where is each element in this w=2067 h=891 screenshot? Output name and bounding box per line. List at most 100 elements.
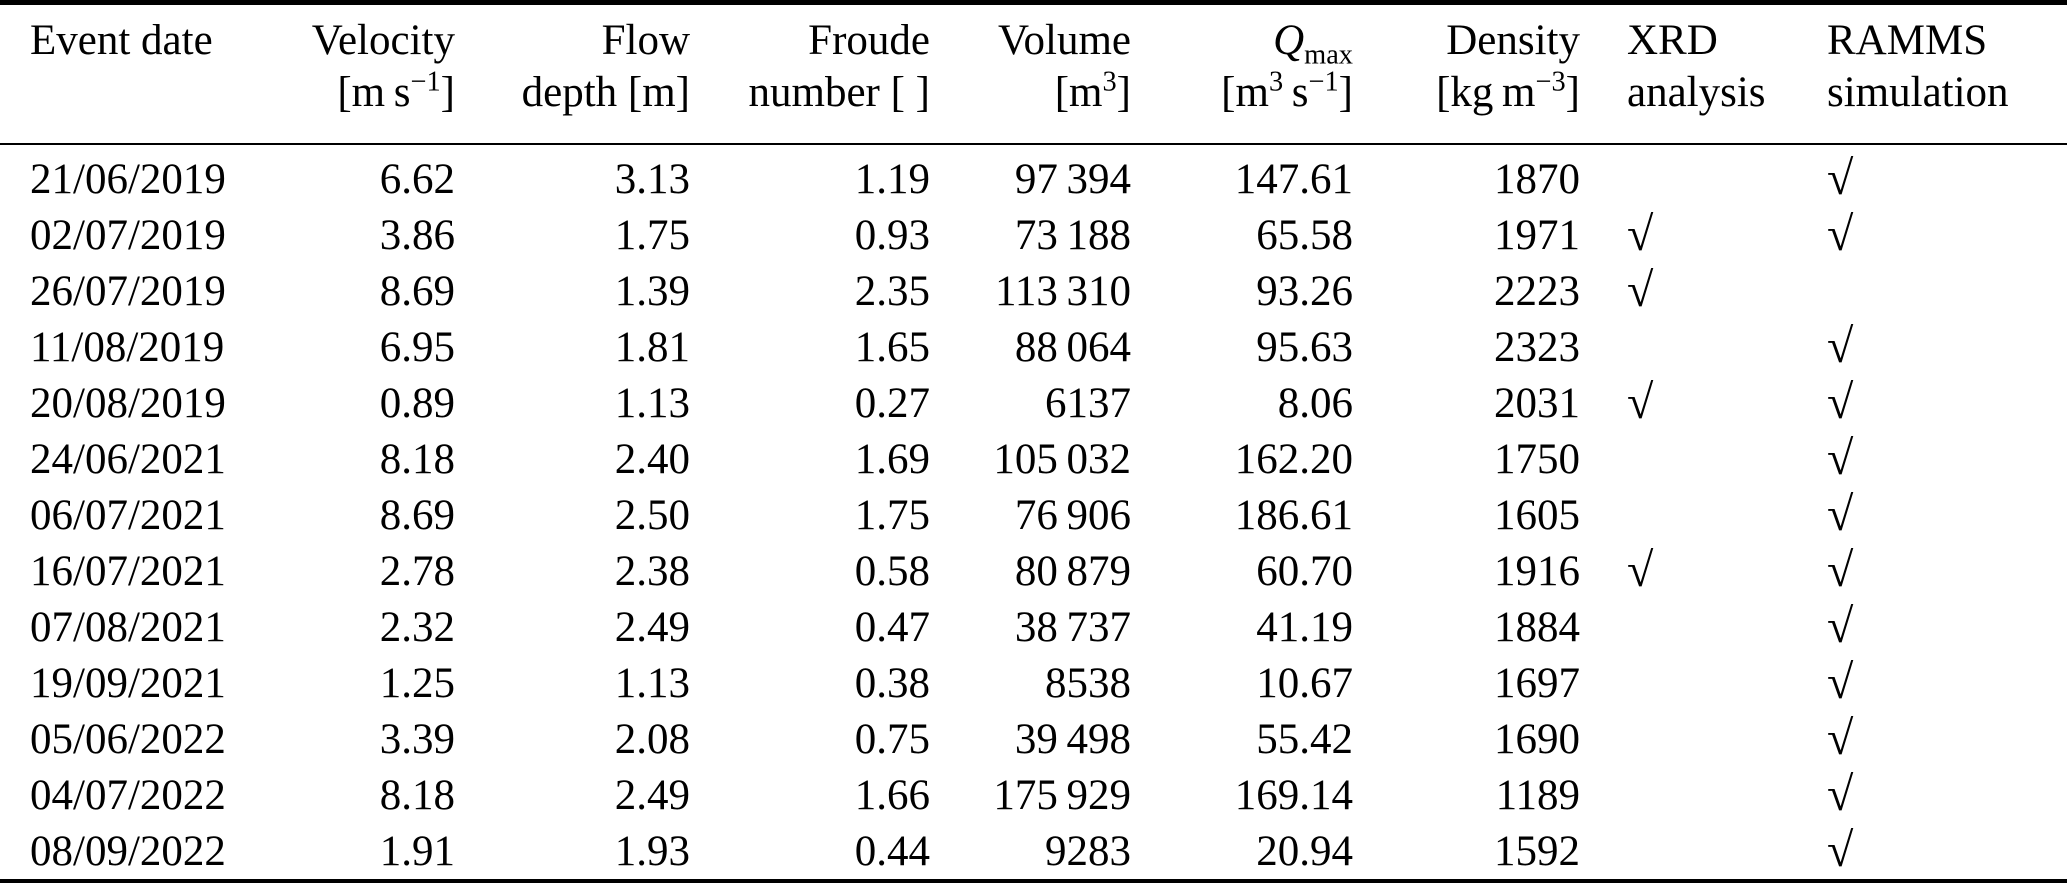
event-date-cell: 26/07/2019 xyxy=(30,267,226,315)
xrd-check-cell xyxy=(1580,144,1780,207)
volume-cell: 76 906 xyxy=(1014,491,1131,539)
xrd-check-cell xyxy=(1580,655,1780,711)
xrd-check-cell xyxy=(1580,431,1780,487)
volume-unit: [m3] xyxy=(1054,66,1131,116)
ramms-check-cell: √ xyxy=(1780,823,2067,881)
froude-number-cell: 1.75 xyxy=(854,491,930,539)
header-row: Event date Velocity [m s−1] Flow depth [… xyxy=(0,3,2067,145)
qmax-cell: 60.70 xyxy=(1256,547,1353,595)
col-header-volume: Volume [m3] xyxy=(930,3,1131,145)
froude-number-cell: 1.65 xyxy=(854,323,930,371)
velocity-cell: 2.32 xyxy=(379,603,455,651)
table-row: 21/06/2019 6.62 3.13 1.19 97 394 147.61 1870 √ xyxy=(0,144,2067,207)
velocity-cell: 1.25 xyxy=(379,659,455,707)
col-header-xrd: XRD analysis xyxy=(1580,3,1780,145)
checkmark-icon: √ xyxy=(1827,376,1854,429)
checkmark-icon: √ xyxy=(1827,488,1854,541)
qmax-cell: 186.61 xyxy=(1234,491,1353,539)
qmax-cell: 10.67 xyxy=(1256,659,1353,707)
table-row: 19/09/2021 1.25 1.13 0.38 8538 10.67 1697 √ xyxy=(0,655,2067,711)
velocity-cell: 0.89 xyxy=(379,379,455,427)
froude-number-cell: 0.75 xyxy=(854,715,930,763)
flow-depth-cell: 1.93 xyxy=(614,827,690,875)
col-header-froude: Froude number [ ] xyxy=(690,3,931,145)
event-date-cell: 05/06/2022 xyxy=(30,715,226,763)
checkmark-icon: √ xyxy=(1827,544,1854,597)
qmax-cell: 162.20 xyxy=(1234,435,1353,483)
xrd-label-line1: XRD xyxy=(1627,17,1718,64)
event-date-cell: 02/07/2019 xyxy=(30,211,226,259)
col-header-ramms: RAMMS simulation xyxy=(1780,3,2067,145)
table-row: 07/08/2021 2.32 2.49 0.47 38 737 41.19 1884 √ xyxy=(0,599,2067,655)
flow-depth-cell: 2.50 xyxy=(614,491,690,539)
volume-cell: 80 879 xyxy=(1014,547,1131,595)
xrd-check-cell xyxy=(1580,823,1780,881)
qmax-cell: 65.58 xyxy=(1256,211,1353,259)
event-date-cell: 07/08/2021 xyxy=(30,603,226,651)
qmax-cell: 41.19 xyxy=(1256,603,1353,651)
xrd-check-cell xyxy=(1580,711,1780,767)
density-cell: 1605 xyxy=(1494,491,1580,539)
checkmark-icon: √ xyxy=(1827,208,1854,261)
ramms-check-cell: √ xyxy=(1780,144,2067,207)
flow-depth-label-line1: Flow xyxy=(601,17,690,64)
checkmark-icon: √ xyxy=(1627,544,1654,597)
volume-cell: 38 737 xyxy=(1014,603,1131,651)
froude-number-cell: 0.58 xyxy=(854,547,930,595)
event-date-cell: 04/07/2022 xyxy=(30,771,226,819)
flow-depth-cell: 1.81 xyxy=(614,323,690,371)
flow-depth-cell: 1.13 xyxy=(614,379,690,427)
checkmark-icon: √ xyxy=(1827,320,1854,373)
ramms-check-cell: √ xyxy=(1780,431,2067,487)
velocity-label: Velocity xyxy=(311,17,455,64)
checkmark-icon: √ xyxy=(1827,600,1854,653)
volume-cell: 6137 xyxy=(1045,379,1131,427)
qmax-cell: 93.26 xyxy=(1256,267,1353,315)
flow-depth-cell: 1.13 xyxy=(614,659,690,707)
volume-cell: 175 929 xyxy=(993,771,1131,819)
velocity-cell: 8.69 xyxy=(379,267,455,315)
volume-cell: 88 064 xyxy=(1014,323,1131,371)
ramms-check-cell: √ xyxy=(1780,375,2067,431)
table-row: 24/06/2021 8.18 2.40 1.69 105 032 162.20 1750 √ xyxy=(0,431,2067,487)
volume-cell: 97 394 xyxy=(1014,155,1131,203)
event-date-cell: 16/07/2021 xyxy=(30,547,226,595)
table-body: 21/06/2019 6.62 3.13 1.19 97 394 147.61 1870 √ 0… xyxy=(0,144,2067,881)
ramms-check-cell: √ xyxy=(1780,543,2067,599)
froude-number-cell: 0.47 xyxy=(854,603,930,651)
velocity-cell: 8.18 xyxy=(379,771,455,819)
ramms-check-cell: √ xyxy=(1780,599,2067,655)
event-date-cell: 19/09/2021 xyxy=(30,659,226,707)
col-header-qmax: Qmax [m3 s−1] xyxy=(1131,3,1353,145)
col-header-event-date: Event date xyxy=(0,3,280,145)
table-row: 02/07/2019 3.86 1.75 0.93 73 188 65.58 1971 √ √ xyxy=(0,207,2067,263)
event-date-cell: 20/08/2019 xyxy=(30,379,226,427)
event-date-unit xyxy=(30,67,280,119)
flow-depth-cell: 1.75 xyxy=(614,211,690,259)
col-header-velocity: Velocity [m s−1] xyxy=(280,3,455,145)
volume-label: Volume xyxy=(998,17,1131,64)
event-date-label: Event date xyxy=(30,17,213,64)
checkmark-icon: √ xyxy=(1827,152,1854,205)
xrd-check-cell: √ xyxy=(1580,207,1780,263)
flow-depth-cell: 2.49 xyxy=(614,603,690,651)
ramms-check-cell: √ xyxy=(1780,487,2067,543)
froude-number-cell: 1.69 xyxy=(854,435,930,483)
volume-cell: 9283 xyxy=(1045,827,1131,875)
flow-depth-cell: 2.49 xyxy=(614,771,690,819)
density-cell: 2223 xyxy=(1494,267,1580,315)
froude-label-line2: number [ ] xyxy=(748,69,931,116)
xrd-label-line2: analysis xyxy=(1627,69,1766,116)
velocity-cell: 6.62 xyxy=(379,155,455,203)
density-cell: 2323 xyxy=(1494,323,1580,371)
density-cell: 1592 xyxy=(1494,827,1580,875)
table-header: Event date Velocity [m s−1] Flow depth [… xyxy=(0,3,2067,145)
xrd-check-cell xyxy=(1580,319,1780,375)
xrd-check-cell: √ xyxy=(1580,375,1780,431)
flow-depth-cell: 2.08 xyxy=(614,715,690,763)
velocity-cell: 3.39 xyxy=(379,715,455,763)
xrd-check-cell xyxy=(1580,767,1780,823)
velocity-cell: 6.95 xyxy=(379,323,455,371)
xrd-check-cell: √ xyxy=(1580,263,1780,319)
